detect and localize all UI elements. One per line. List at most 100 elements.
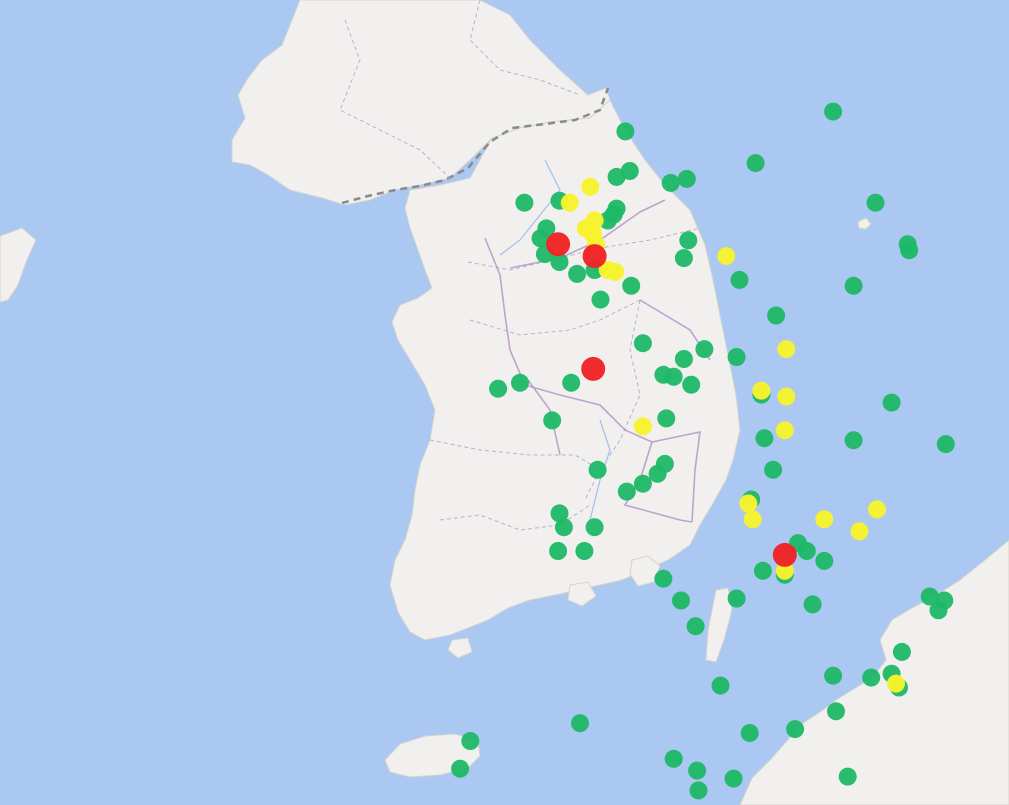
low-marker[interactable] xyxy=(679,231,698,250)
low-marker[interactable] xyxy=(746,154,765,173)
low-marker[interactable] xyxy=(797,542,816,560)
low-marker[interactable] xyxy=(686,617,705,636)
low-marker[interactable] xyxy=(549,542,568,560)
low-marker[interactable] xyxy=(588,460,607,479)
low-marker[interactable] xyxy=(730,270,749,289)
low-marker[interactable] xyxy=(451,759,470,778)
province-border xyxy=(439,504,591,531)
medium-marker[interactable] xyxy=(775,421,794,440)
low-marker[interactable] xyxy=(866,193,885,212)
medium-marker[interactable] xyxy=(633,417,652,436)
low-marker[interactable] xyxy=(648,464,667,483)
low-marker[interactable] xyxy=(786,720,805,739)
low-marker[interactable] xyxy=(862,668,881,687)
medium-marker[interactable] xyxy=(868,500,886,519)
low-marker[interactable] xyxy=(740,724,759,742)
medium-marker[interactable] xyxy=(815,510,834,529)
low-marker[interactable] xyxy=(844,276,863,295)
low-marker[interactable] xyxy=(661,173,680,192)
low-marker[interactable] xyxy=(882,393,901,412)
low-marker[interactable] xyxy=(617,482,636,501)
low-marker[interactable] xyxy=(838,767,857,786)
low-marker[interactable] xyxy=(543,411,562,430)
low-marker[interactable] xyxy=(827,702,845,721)
medium-marker[interactable] xyxy=(739,494,758,513)
low-marker[interactable] xyxy=(689,781,708,800)
low-marker[interactable] xyxy=(531,229,550,248)
low-marker[interactable] xyxy=(767,306,786,325)
low-marker[interactable] xyxy=(824,666,843,685)
low-marker[interactable] xyxy=(753,561,772,580)
medium-marker[interactable] xyxy=(560,193,579,212)
low-marker[interactable] xyxy=(571,714,589,733)
western-island xyxy=(0,227,37,303)
low-marker[interactable] xyxy=(664,367,683,386)
low-marker[interactable] xyxy=(900,241,919,260)
low-marker[interactable] xyxy=(633,334,652,353)
medium-marker[interactable] xyxy=(777,387,796,406)
low-marker[interactable] xyxy=(591,290,610,309)
low-marker[interactable] xyxy=(672,591,690,610)
medium-marker[interactable] xyxy=(887,674,905,693)
high-marker[interactable] xyxy=(581,356,606,381)
low-marker[interactable] xyxy=(815,551,834,570)
low-marker[interactable] xyxy=(711,676,730,695)
low-marker[interactable] xyxy=(682,375,701,394)
low-marker[interactable] xyxy=(585,518,604,537)
low-marker[interactable] xyxy=(620,162,639,180)
low-marker[interactable] xyxy=(755,429,774,448)
medium-marker[interactable] xyxy=(717,247,736,266)
low-marker[interactable] xyxy=(844,431,863,450)
medium-marker[interactable] xyxy=(850,522,869,541)
low-marker[interactable] xyxy=(515,193,534,212)
low-marker[interactable] xyxy=(654,569,673,588)
medium-marker[interactable] xyxy=(743,510,762,529)
low-marker[interactable] xyxy=(936,435,955,454)
low-marker[interactable] xyxy=(657,409,676,428)
low-marker[interactable] xyxy=(764,460,783,479)
province-border xyxy=(469,299,641,336)
low-marker[interactable] xyxy=(727,348,746,366)
low-marker[interactable] xyxy=(633,474,652,493)
low-marker[interactable] xyxy=(461,732,480,750)
low-marker[interactable] xyxy=(929,601,948,620)
low-marker[interactable] xyxy=(803,595,822,614)
low-marker[interactable] xyxy=(511,373,529,392)
low-marker[interactable] xyxy=(562,373,581,392)
low-marker[interactable] xyxy=(616,122,635,141)
low-marker[interactable] xyxy=(724,769,743,788)
south-korea-land xyxy=(389,99,741,641)
medium-marker[interactable] xyxy=(775,561,794,580)
medium-marker[interactable] xyxy=(581,177,600,196)
low-marker[interactable] xyxy=(695,340,714,359)
province-border xyxy=(467,227,701,271)
tsushima-island xyxy=(705,587,733,663)
low-marker[interactable] xyxy=(664,749,683,768)
low-marker[interactable] xyxy=(824,102,843,121)
high-marker[interactable] xyxy=(582,244,607,269)
wando-island xyxy=(447,637,473,659)
low-marker[interactable] xyxy=(568,264,587,283)
high-marker[interactable] xyxy=(546,232,571,257)
geoje-island xyxy=(629,555,661,587)
low-marker[interactable] xyxy=(550,504,569,523)
low-marker[interactable] xyxy=(604,205,623,224)
medium-marker[interactable] xyxy=(606,262,625,281)
low-marker[interactable] xyxy=(674,350,693,368)
low-marker[interactable] xyxy=(688,761,707,780)
low-marker[interactable] xyxy=(575,542,594,560)
low-marker[interactable] xyxy=(554,518,573,537)
low-marker[interactable] xyxy=(892,642,911,661)
road xyxy=(527,379,561,456)
medium-marker[interactable] xyxy=(777,340,796,359)
low-marker[interactable] xyxy=(727,589,746,608)
medium-marker[interactable] xyxy=(752,381,771,400)
low-marker[interactable] xyxy=(550,253,569,271)
high-marker[interactable] xyxy=(772,542,797,567)
low-marker[interactable] xyxy=(677,169,696,188)
low-marker[interactable] xyxy=(489,379,508,398)
low-marker[interactable] xyxy=(622,276,641,295)
low-marker[interactable] xyxy=(920,587,939,606)
low-marker[interactable] xyxy=(674,249,693,268)
